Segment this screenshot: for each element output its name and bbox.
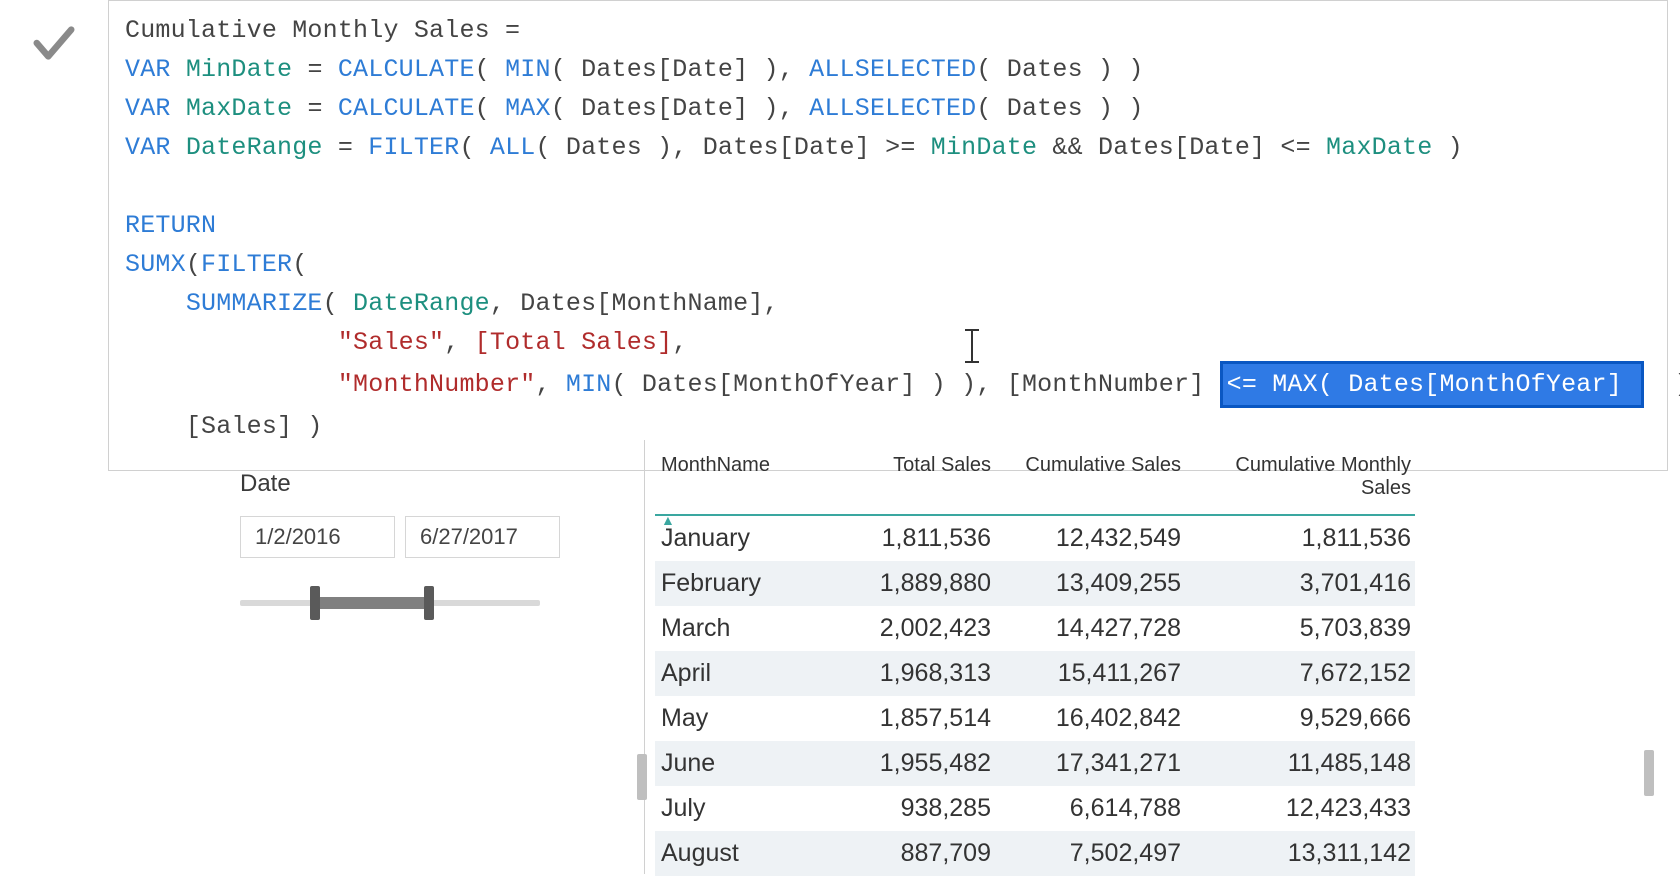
cell-month: March — [661, 606, 821, 651]
check-icon[interactable] — [31, 20, 77, 66]
table-row[interactable]: April1,968,31315,411,2677,672,152 — [655, 651, 1415, 696]
cell-cum-month: 13,311,142 — [1191, 831, 1421, 876]
table-row[interactable]: March2,002,42314,427,7285,703,839 — [655, 606, 1415, 651]
cell-total: 1,857,514 — [821, 696, 1001, 741]
cell-total: 1,811,536 — [821, 516, 1001, 561]
cell-cum-month: 9,529,666 — [1191, 696, 1421, 741]
col-header-monthname[interactable]: MonthName — [661, 454, 821, 500]
col-header-cum-sales[interactable]: Cumulative Sales — [1001, 454, 1191, 500]
slicer-title: Date — [240, 470, 560, 498]
slider-handle-end[interactable] — [424, 586, 434, 620]
cell-cum-month: 1,811,536 — [1191, 516, 1421, 561]
cell-total: 1,968,313 — [821, 651, 1001, 696]
table-row[interactable]: June1,955,48217,341,27111,485,148 — [655, 741, 1415, 786]
slicer-inputs: 1/2/2016 6/27/2017 — [240, 516, 560, 558]
formula-text[interactable]: Cumulative Monthly Sales = VAR MinDate =… — [109, 1, 1667, 470]
slider-handle-start[interactable] — [310, 586, 320, 620]
cell-cum: 12,432,549 — [1001, 516, 1191, 561]
text-cursor-icon — [971, 329, 973, 363]
divider — [644, 440, 645, 874]
cell-cum: 16,402,842 — [1001, 696, 1191, 741]
cell-total: 1,955,482 — [821, 741, 1001, 786]
cell-cum: 6,614,788 — [1001, 786, 1191, 831]
date-to-input[interactable]: 6/27/2017 — [405, 516, 560, 558]
scrollbar-thumb[interactable] — [1644, 750, 1654, 796]
sort-asc-icon: ▲ — [661, 512, 675, 528]
cell-total: 887,709 — [821, 831, 1001, 876]
matrix-header-row: MonthName Total Sales Cumulative Sales C… — [655, 448, 1415, 516]
cell-total: 938,285 — [821, 786, 1001, 831]
cell-total: 2,002,423 — [821, 606, 1001, 651]
table-row[interactable]: May1,857,51416,402,8429,529,666 — [655, 696, 1415, 741]
date-slicer: Date 1/2/2016 6/27/2017 — [240, 470, 560, 622]
date-range-slider[interactable] — [240, 582, 540, 622]
cell-month: May — [661, 696, 821, 741]
cell-cum-month: 12,423,433 — [1191, 786, 1421, 831]
col-header-cum-month-sales[interactable]: Cumulative Monthly Sales — [1191, 454, 1421, 500]
formula-commit-area — [0, 0, 108, 85]
cell-month: June — [661, 741, 821, 786]
cell-month: April — [661, 651, 821, 696]
formula-bar-region: Cum Cumulative Monthly Sales = VAR MinDa… — [0, 0, 1680, 440]
cell-month: August — [661, 831, 821, 876]
cell-total: 1,889,880 — [821, 561, 1001, 606]
formula-editor[interactable]: Cumulative Monthly Sales = VAR MinDate =… — [108, 0, 1668, 471]
report-canvas: Date 1/2/2016 6/27/2017 MonthName Total … — [0, 440, 1680, 874]
formula-selection: <= MAX( Dates[MonthOfYear] — [1220, 361, 1644, 408]
cell-cum: 15,411,267 — [1001, 651, 1191, 696]
cell-cum: 13,409,255 — [1001, 561, 1191, 606]
cell-cum-month: 7,672,152 — [1191, 651, 1421, 696]
sales-matrix: MonthName Total Sales Cumulative Sales C… — [655, 448, 1415, 876]
slider-range — [315, 597, 429, 609]
cell-cum-month: 3,701,416 — [1191, 561, 1421, 606]
table-row[interactable]: February1,889,88013,409,2553,701,416 — [655, 561, 1415, 606]
cell-cum: 17,341,271 — [1001, 741, 1191, 786]
cell-cum-month: 5,703,839 — [1191, 606, 1421, 651]
cell-cum: 7,502,497 — [1001, 831, 1191, 876]
table-row[interactable]: July938,2856,614,78812,423,433 — [655, 786, 1415, 831]
measure-name: Cumulative Monthly Sales — [125, 16, 490, 45]
cell-month: July — [661, 786, 821, 831]
col-header-total-sales[interactable]: Total Sales — [821, 454, 1001, 500]
table-row[interactable]: August887,7097,502,49713,311,142 — [655, 831, 1415, 876]
matrix-body: January1,811,53612,432,5491,811,536Febru… — [655, 516, 1415, 876]
table-row[interactable]: January1,811,53612,432,5491,811,536 — [655, 516, 1415, 561]
cell-cum-month: 11,485,148 — [1191, 741, 1421, 786]
cell-cum: 14,427,728 — [1001, 606, 1191, 651]
date-from-input[interactable]: 1/2/2016 — [240, 516, 395, 558]
scrollbar-thumb[interactable] — [637, 754, 647, 800]
cell-month: January — [661, 516, 821, 561]
cell-month: February — [661, 561, 821, 606]
